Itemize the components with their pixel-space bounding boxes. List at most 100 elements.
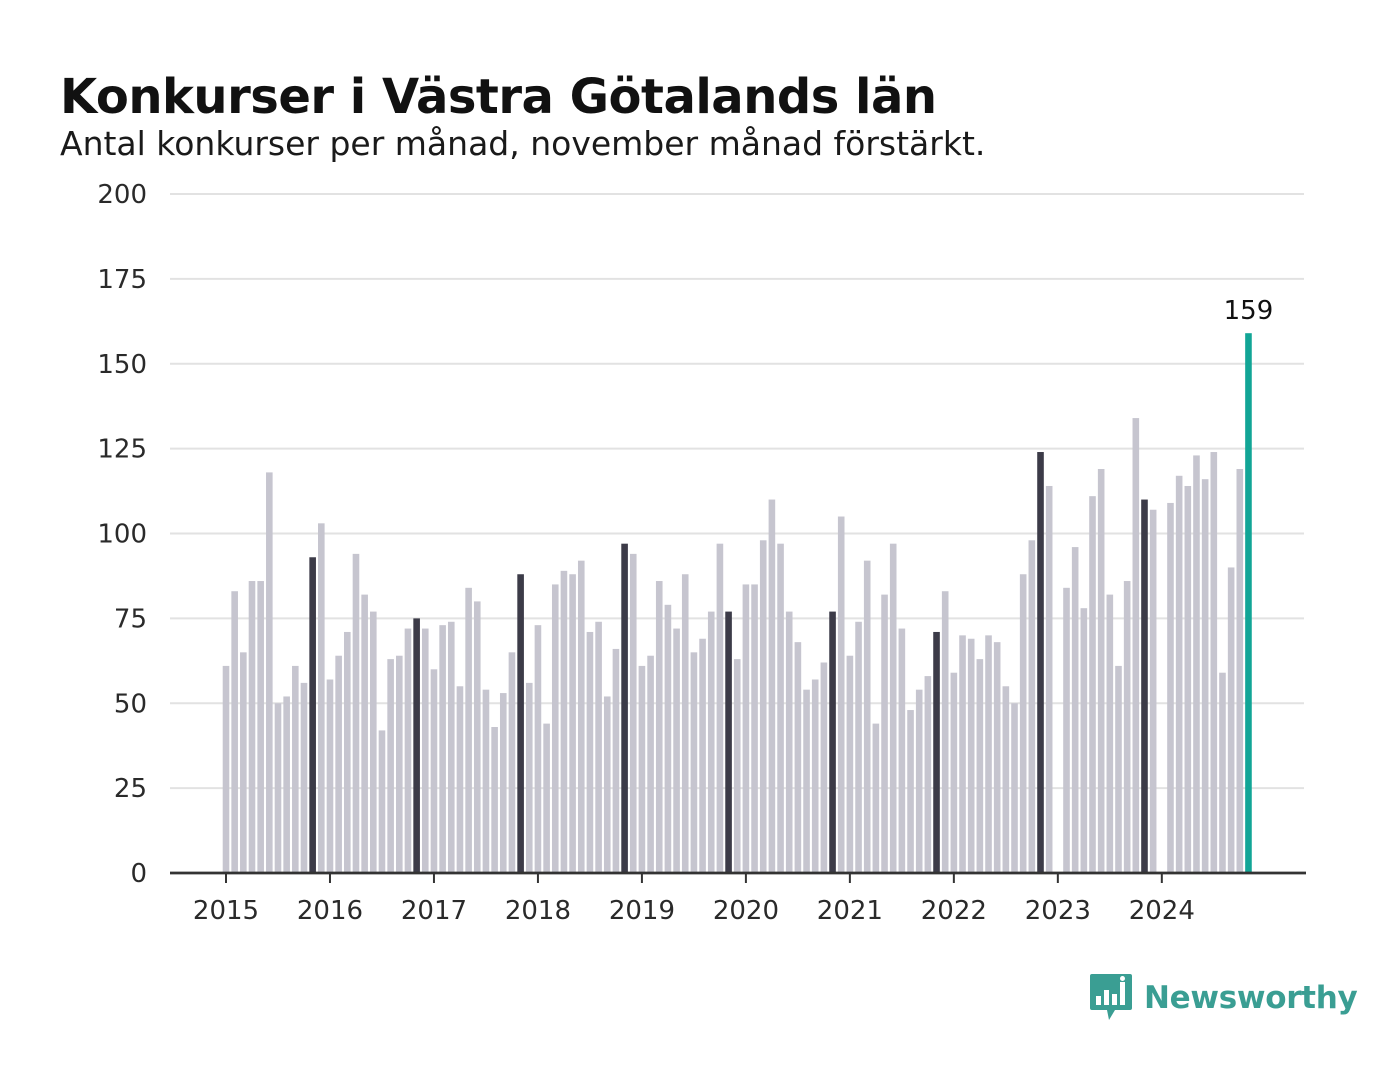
bar (344, 631, 351, 873)
bar (335, 655, 342, 873)
bar (560, 570, 568, 873)
bar (266, 472, 273, 873)
bar (855, 621, 862, 873)
bar (231, 591, 238, 873)
y-tick-label: 0 (130, 859, 147, 889)
bar (985, 635, 992, 873)
bar (889, 543, 897, 873)
bar (387, 659, 394, 873)
bar (733, 659, 741, 873)
bar-november (309, 557, 316, 873)
x-axis-ticks: 2015 2016 2017 2018 2019 2020 2021 2022 2023 2024 (193, 873, 1195, 926)
grid-lines (170, 193, 1304, 790)
y-tick-label: 150 (97, 350, 147, 380)
chart-title: Konkurser i Västra Götalands län (60, 69, 937, 125)
bar (569, 574, 576, 873)
bar-november (621, 543, 628, 873)
bar (1201, 479, 1209, 873)
bar (976, 659, 984, 873)
y-tick-label: 200 (97, 180, 147, 210)
bar (1089, 496, 1096, 873)
bar (473, 601, 481, 873)
newsworthy-logo: Newsworthy (1088, 968, 1358, 1028)
bar (768, 499, 776, 873)
bar (1167, 502, 1174, 873)
bar-november (1037, 452, 1044, 873)
bar (482, 689, 490, 873)
bar (872, 723, 880, 873)
bar (603, 696, 611, 873)
bar (941, 591, 949, 873)
bar (421, 628, 429, 873)
bar (274, 703, 282, 873)
brand-name: Newsworthy (1144, 980, 1358, 1016)
bar (430, 669, 438, 873)
y-tick-label: 100 (97, 520, 147, 550)
bar (690, 652, 698, 873)
x-tick-label: 2020 (713, 896, 779, 926)
bar (1011, 703, 1018, 873)
bar (664, 604, 672, 873)
latest-value-label: 159 (1224, 296, 1274, 326)
bar (915, 689, 923, 873)
bar (1175, 475, 1183, 873)
x-tick-label: 2017 (401, 896, 467, 926)
bar-november (829, 611, 836, 873)
bar (283, 696, 290, 873)
bar-november (933, 631, 940, 873)
y-axis-ticks: 0 25 50 75 100 125 150 175 200 (97, 180, 147, 889)
bars (222, 333, 1252, 874)
bar (465, 587, 472, 873)
bar (751, 584, 758, 873)
bar (352, 553, 360, 873)
bar (811, 679, 819, 873)
bar-november (725, 611, 732, 873)
y-tick-label: 175 (97, 265, 147, 295)
bar (447, 621, 455, 873)
bar (525, 682, 533, 873)
bar (681, 574, 689, 873)
bar (300, 682, 308, 873)
x-tick-label: 2024 (1129, 896, 1195, 926)
bar (863, 560, 871, 873)
bar (595, 621, 602, 873)
x-tick-label: 2019 (609, 896, 675, 926)
bar (820, 662, 828, 873)
bar (326, 679, 334, 873)
bar (1227, 567, 1235, 873)
bar (638, 665, 646, 873)
x-tick-label: 2016 (297, 896, 363, 926)
bar (577, 560, 585, 873)
bar (439, 625, 446, 873)
bar (785, 611, 793, 873)
bar-november (1141, 499, 1148, 873)
bar (508, 652, 516, 873)
bar (1019, 574, 1027, 873)
bar (1149, 509, 1157, 873)
bar (1219, 672, 1226, 873)
bar (794, 642, 802, 873)
bar (1115, 665, 1122, 873)
data-labels: 159 (1224, 296, 1274, 326)
bar (551, 584, 559, 873)
bar (803, 689, 810, 873)
bar (950, 672, 958, 873)
bar (491, 727, 498, 873)
y-tick-label: 125 (97, 435, 147, 465)
bar (898, 628, 906, 873)
bar (257, 581, 264, 873)
bar (586, 631, 594, 873)
bar (647, 655, 654, 873)
y-tick-label: 50 (114, 689, 147, 719)
bar (699, 638, 706, 873)
bar (1193, 455, 1200, 873)
x-tick-label: 2015 (193, 896, 259, 926)
bar (846, 655, 854, 873)
bar (837, 516, 845, 873)
bar (716, 543, 724, 873)
bar (907, 710, 914, 873)
bar (707, 611, 715, 873)
y-tick-label: 75 (114, 604, 147, 634)
x-tick-label: 2021 (817, 896, 883, 926)
